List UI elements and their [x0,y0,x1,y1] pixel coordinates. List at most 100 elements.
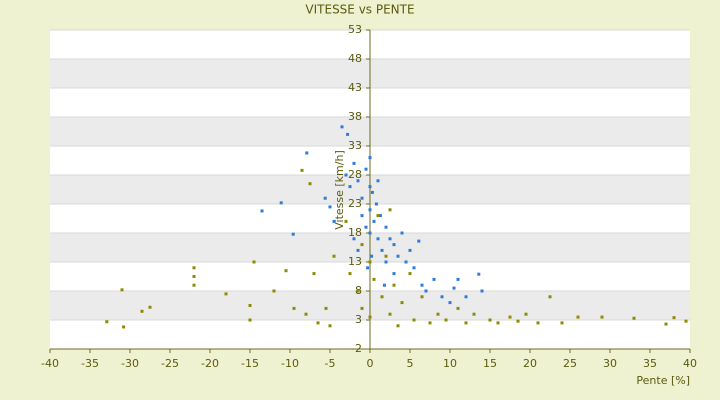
point [140,309,144,313]
point [148,305,152,309]
point [370,254,374,258]
point [412,318,416,322]
y-tick-label: 33 [348,139,362,152]
point [388,312,392,316]
point [348,185,352,189]
point [444,318,448,322]
point [260,209,264,213]
point [392,272,396,276]
point [360,214,364,218]
point [480,289,484,293]
point [312,272,316,276]
y-tick-label: 3 [355,313,362,326]
point [392,243,396,247]
point [384,225,388,229]
x-tick-label: -15 [241,357,259,370]
point [412,266,416,270]
y-tick-label: 28 [348,168,362,181]
x-tick-label: 5 [407,357,414,370]
point [360,196,364,200]
point [368,156,372,160]
point [440,295,444,299]
point [300,168,304,172]
point [292,306,296,310]
point [284,269,288,273]
point [368,231,372,235]
point [352,237,356,241]
point [380,248,384,252]
point [448,301,452,305]
point [372,277,376,281]
point [374,202,378,206]
point [323,196,327,200]
x-axis-title: Pente [%] [636,374,690,387]
point [536,321,540,325]
point [378,214,382,218]
point [368,260,372,264]
point [324,306,328,310]
y-tick-label: 53 [348,23,362,36]
point [368,315,372,319]
point [384,254,388,258]
point [388,237,392,241]
point [252,260,256,264]
point [384,260,388,264]
point [272,289,276,293]
point [496,321,500,325]
point [356,289,360,293]
point [105,320,109,324]
x-tick-label: 35 [643,357,657,370]
point [632,316,636,320]
point [356,248,360,252]
point [417,239,421,243]
point [372,219,376,223]
y-tick-label: 13 [348,255,362,268]
point [360,306,364,310]
point [192,275,196,278]
point [392,283,396,287]
point [192,266,196,270]
x-tick-label: -35 [81,357,99,370]
x-tick-label: 0 [367,357,374,370]
x-tick-label: -10 [281,357,299,370]
point [664,322,668,326]
point [370,190,374,194]
point [420,283,424,287]
point [508,315,512,319]
y-tick-label: 48 [348,52,362,65]
point [120,288,124,292]
point [396,324,400,328]
point [328,324,332,328]
x-tick-label: 30 [603,357,617,370]
point [122,325,126,329]
x-tick-label: 10 [443,357,457,370]
point [376,179,380,183]
x-tick-label: -30 [121,357,139,370]
point [224,292,228,296]
point [684,319,688,323]
point [192,283,196,287]
point [348,272,352,276]
y-axis-title: Vitesse [km/h] [333,150,346,230]
point [316,321,320,325]
point [456,306,460,310]
point [248,304,252,307]
point [408,272,412,276]
point [344,173,348,177]
point [428,321,432,325]
x-tick-label: 25 [563,357,577,370]
point [279,201,283,205]
point [364,225,368,229]
point [456,277,460,281]
point [308,182,312,186]
point [388,208,392,212]
point [368,185,372,189]
point [672,316,676,320]
point [420,295,424,299]
y-tick-label: 43 [348,81,362,94]
point [477,272,481,276]
x-tick-label: 15 [483,357,497,370]
point [376,237,380,241]
